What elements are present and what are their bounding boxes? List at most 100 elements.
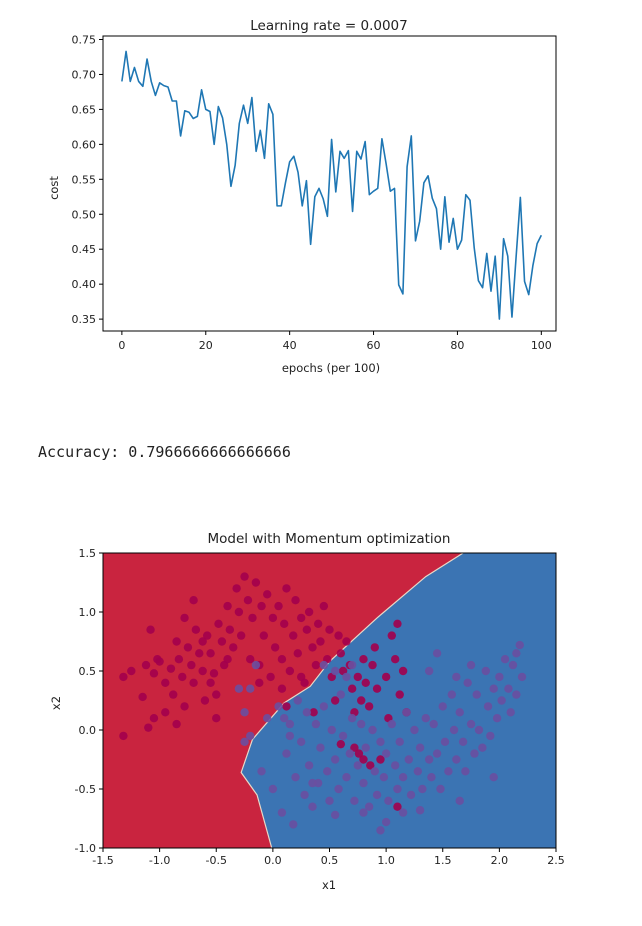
blue-class-point — [517, 672, 527, 682]
red-class-point — [223, 655, 232, 664]
blue-class-point — [359, 778, 368, 788]
red-class-point — [198, 666, 207, 676]
red-class-point — [336, 649, 346, 658]
blue-class-point — [302, 708, 312, 717]
blue-class-point — [395, 737, 404, 746]
red-class-point — [144, 723, 153, 732]
blue-class-point — [504, 684, 513, 693]
blue-class-point — [474, 725, 484, 735]
red-class-point — [232, 584, 241, 593]
blue-class-point — [421, 714, 430, 723]
red-class-point — [368, 660, 377, 670]
blue-class-point — [492, 714, 502, 723]
red-class-point — [353, 672, 363, 682]
blue-class-point — [429, 719, 438, 729]
blue-class-point — [285, 719, 295, 729]
blue-class-point — [364, 802, 374, 811]
blue-class-point — [336, 690, 346, 699]
red-class-point — [319, 601, 329, 611]
red-class-point — [257, 601, 266, 611]
red-class-point — [141, 660, 151, 670]
x-tick-label: 0.5 — [321, 854, 339, 867]
chart2-plot-area: -1.5 -1.0 -0.5 0.0 0.5 1.0 1.5 2.0 2.5-1.0-0.50.… — [75, 547, 565, 867]
accuracy-output: Accuracy: 0.7966666666666666 — [38, 443, 291, 461]
blue-class-point — [402, 708, 411, 717]
blue-class-point — [338, 731, 348, 741]
red-class-point — [266, 672, 275, 682]
blue-class-point — [379, 773, 389, 782]
blue-class-point — [398, 773, 408, 782]
red-class-point — [229, 643, 238, 652]
red-class-point — [285, 666, 295, 676]
red-class-point — [313, 619, 323, 628]
blue-class-point — [381, 817, 391, 827]
red-class-point — [376, 755, 385, 764]
red-class-point — [280, 619, 289, 628]
blue-class-point — [280, 714, 289, 723]
red-class-point — [330, 696, 340, 705]
y-tick-label: 0.75 — [72, 33, 97, 46]
y-tick-label: 0.40 — [72, 278, 97, 291]
red-class-point — [357, 696, 366, 705]
blue-class-point — [461, 767, 470, 776]
red-class-point — [183, 643, 193, 652]
red-class-point — [347, 684, 357, 693]
red-class-point — [316, 637, 325, 646]
red-class-point — [172, 637, 181, 646]
blue-class-point — [432, 649, 442, 658]
red-class-point — [119, 731, 128, 741]
x-tick-label: 2.0 — [491, 854, 509, 867]
red-class-point — [195, 649, 204, 658]
red-class-point — [198, 637, 207, 646]
red-class-point — [293, 649, 302, 658]
red-class-point — [334, 631, 343, 640]
blue-class-point — [489, 684, 498, 693]
blue-class-point — [483, 702, 493, 711]
red-class-point — [325, 625, 334, 634]
blue-class-point — [291, 773, 300, 782]
red-class-point — [180, 613, 189, 623]
y-tick-label: 1.5 — [79, 547, 97, 560]
blue-class-point — [327, 725, 336, 735]
blue-class-point — [495, 672, 504, 682]
red-class-point — [172, 719, 181, 729]
blue-class-point — [436, 784, 445, 794]
blue-class-point — [447, 690, 457, 699]
red-class-point — [212, 714, 221, 723]
blue-class-point — [440, 737, 450, 746]
red-class-point — [166, 664, 176, 673]
red-class-point — [206, 649, 215, 658]
red-class-point — [364, 702, 374, 711]
blue-class-point — [240, 737, 249, 746]
blue-class-point — [296, 737, 306, 746]
x-tick-label: 2.5 — [547, 854, 565, 867]
blue-class-point — [370, 767, 379, 776]
blue-class-point — [489, 773, 498, 782]
red-class-point — [248, 613, 257, 623]
blue-class-point — [359, 808, 368, 817]
blue-class-point — [268, 784, 278, 794]
red-class-point — [127, 666, 136, 676]
red-class-point — [289, 631, 298, 640]
blue-class-point — [347, 660, 357, 670]
blue-class-point — [515, 640, 524, 650]
red-class-point — [234, 607, 244, 617]
blue-class-point — [345, 749, 355, 758]
blue-class-point — [368, 725, 377, 735]
x-tick-label: 40 — [283, 339, 297, 352]
blue-class-point — [282, 749, 291, 758]
blue-class-point — [316, 743, 325, 752]
red-class-point — [146, 625, 155, 634]
blue-class-point — [319, 660, 329, 670]
blue-class-point — [481, 666, 490, 676]
red-class-point — [223, 601, 232, 611]
x-tick-label: 1.5 — [434, 854, 452, 867]
red-class-point — [381, 672, 391, 682]
red-class-point — [161, 708, 170, 717]
red-class-point — [214, 619, 223, 628]
red-class-point — [342, 637, 351, 646]
blue-class-point — [424, 666, 434, 676]
blue-class-point — [342, 672, 351, 682]
red-class-point — [304, 607, 314, 617]
red-class-point — [370, 643, 379, 652]
